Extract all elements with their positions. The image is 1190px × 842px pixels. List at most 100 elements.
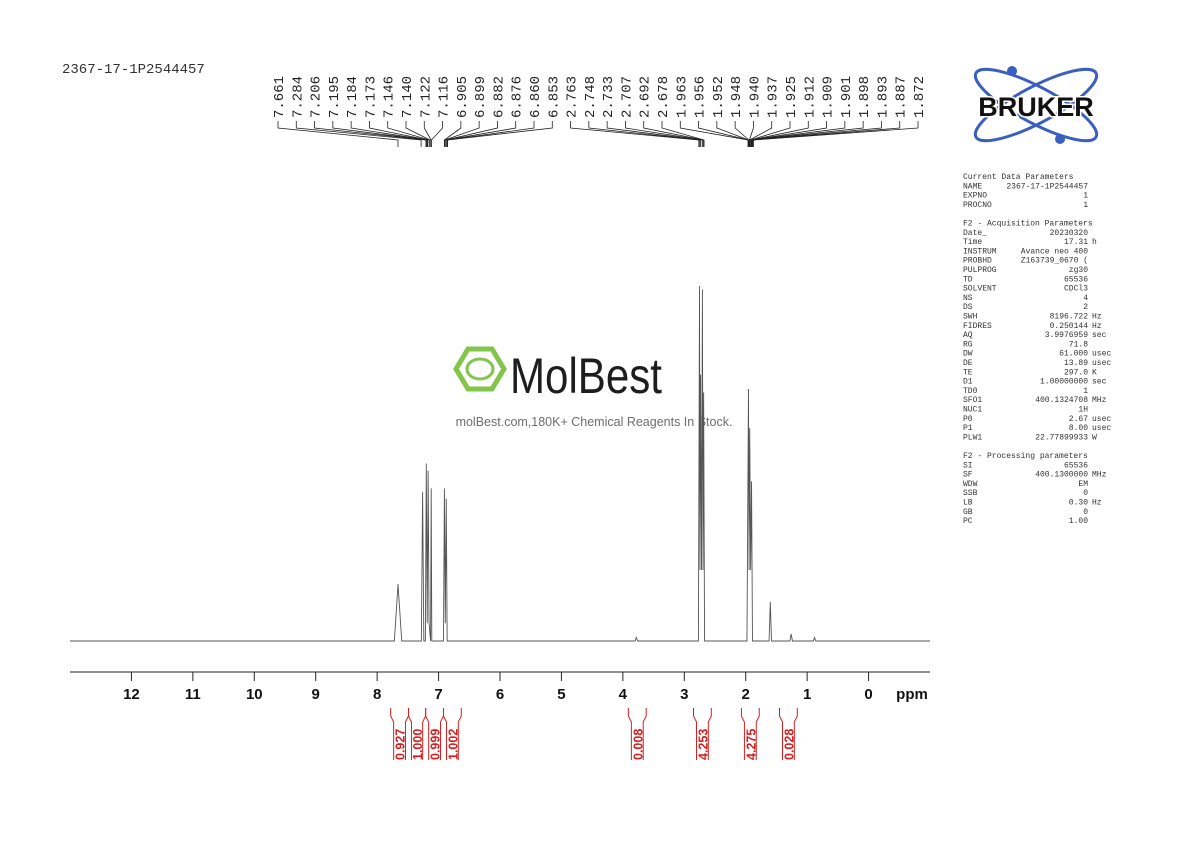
peak-label: 1.912 (802, 76, 818, 118)
param-name: AQ (963, 331, 973, 340)
param-name: LB (963, 499, 973, 508)
param-section-title: F2 - Acquisition Parameters (963, 220, 1093, 229)
param-section-title: Current Data Parameters (963, 173, 1074, 182)
peak-connector (332, 121, 427, 147)
param-name: TE (963, 368, 973, 377)
integral-label: 4.275 (744, 729, 758, 760)
param-name: DW (963, 350, 973, 359)
x-tick-label: 2 (742, 686, 750, 703)
param-name: D1 (963, 378, 973, 387)
param-value: 1 (1083, 201, 1088, 210)
peak-label: 6.882 (491, 76, 507, 118)
param-unit: Hz (1092, 322, 1102, 331)
x-tick-label: 7 (434, 686, 442, 703)
peak-label: 1.948 (729, 76, 745, 118)
peak-label: 1.898 (857, 76, 873, 118)
param-value: 3.9976959 (1045, 331, 1088, 340)
param-value: 400.1324708 (1035, 396, 1088, 405)
peak-label: 6.905 (455, 76, 471, 118)
bruker-logo: BRUKER (973, 66, 1099, 144)
sample-id: 2367-17-1P2544457 (62, 62, 205, 78)
param-name: Time (963, 238, 982, 247)
param-value: CDCl3 (1064, 285, 1088, 294)
peak-label: 7.184 (345, 76, 361, 118)
spectrum-line (70, 285, 930, 642)
param-name: SWH (963, 313, 978, 322)
param-unit: Hz (1092, 499, 1102, 508)
param-name: GB (963, 508, 973, 517)
param-value: 0.250144 (1050, 322, 1089, 331)
peak-connector (625, 121, 703, 147)
param-name: NUC1 (963, 406, 982, 415)
integral-label: 0.999 (429, 729, 443, 760)
param-section-title: F2 - Processing parameters (963, 452, 1088, 461)
param-unit: MHz (1092, 396, 1107, 405)
peak-label: 7.206 (309, 76, 325, 118)
peak-label: 7.661 (272, 76, 288, 118)
x-tick-label: 3 (680, 686, 688, 703)
peak-label: 1.901 (839, 76, 855, 118)
param-name: DS (963, 303, 973, 312)
param-name: PULPROG (963, 266, 997, 275)
param-name: P1 (963, 424, 973, 433)
param-value: 8.00 (1069, 424, 1088, 433)
x-tick-label: 9 (312, 686, 320, 703)
param-name: SI (963, 461, 973, 470)
peak-label: 1.937 (766, 76, 782, 118)
peak-connector (753, 121, 919, 147)
param-value: 22.77899933 (1035, 433, 1088, 442)
param-unit: h (1092, 238, 1097, 247)
peak-label: 1.909 (821, 76, 837, 118)
integral-label: 0.028 (782, 729, 796, 760)
param-value: 297.0 (1064, 368, 1088, 377)
param-value: 1 (1083, 192, 1088, 201)
peak-label: 2.692 (638, 76, 654, 118)
peak-connector (606, 121, 702, 147)
peak-label: 2.763 (565, 76, 581, 118)
param-unit: usec (1092, 350, 1111, 359)
watermark-hexagon (453, 346, 507, 392)
peak-label: 6.876 (510, 76, 526, 118)
peak-label: 7.122 (418, 76, 434, 118)
peak-connector (750, 121, 827, 147)
peak-connector (446, 121, 535, 147)
logo-text: BRUKER (978, 92, 1094, 122)
integral-bracket (442, 708, 462, 760)
peak-connector (350, 121, 428, 147)
param-value: 71.8 (1069, 340, 1088, 349)
peak-label: 1.893 (875, 76, 891, 118)
x-axis-label: ppm (896, 686, 928, 703)
x-tick-label: 11 (185, 686, 201, 703)
param-name: P0 (963, 415, 973, 424)
x-tick-label: 5 (557, 686, 565, 703)
peak-label: 1.956 (693, 76, 709, 118)
peak-connector (749, 121, 791, 147)
peak-label: 1.925 (784, 76, 800, 118)
peak-connector (570, 121, 700, 147)
peak-label: 7.140 (400, 76, 416, 118)
peak-label: 1.872 (912, 76, 928, 118)
watermark-brand: MolBest (510, 348, 662, 404)
param-unit: Hz (1092, 313, 1102, 322)
integral-label: 0.927 (394, 729, 408, 760)
param-name: SFO1 (963, 396, 982, 405)
x-tick-label: 1 (803, 686, 811, 703)
param-name: SF (963, 471, 973, 480)
param-unit: K (1092, 368, 1097, 377)
param-value: 0.30 (1069, 499, 1088, 508)
logo-orbit (973, 67, 1099, 143)
peak-label: 6.853 (546, 76, 562, 118)
param-name: SOLVENT (963, 285, 997, 294)
param-value: 2.67 (1069, 415, 1088, 424)
peak-connector (679, 121, 749, 147)
param-value: 0 (1083, 489, 1088, 498)
param-name: FIDRES (963, 322, 992, 331)
param-value: 20230320 (1050, 229, 1089, 238)
param-name: NAME (963, 182, 982, 191)
param-name: TD0 (963, 387, 978, 396)
x-tick-label: 4 (619, 686, 628, 703)
x-tick-label: 6 (496, 686, 504, 703)
peak-label: 2.733 (601, 76, 617, 118)
